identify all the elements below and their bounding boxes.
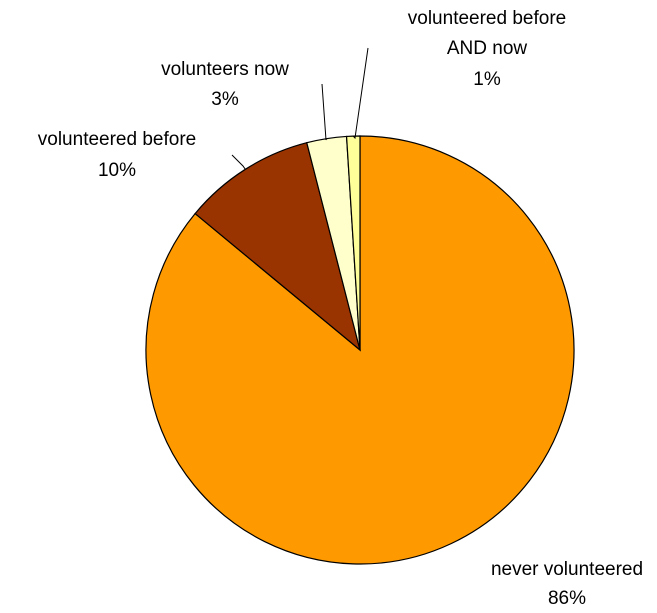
pct-volunteers-now: 3%: [211, 89, 239, 110]
pct-volunteered-before: 10%: [98, 160, 136, 181]
pct-never-volunteered: 86%: [548, 588, 586, 609]
label-never-volunteered: never volunteered: [491, 559, 643, 580]
pie-slice-volunteered-before-and-now: [345, 135, 361, 351]
label-volunteers-now: volunteers now: [161, 59, 289, 80]
pie-slices: [145, 135, 575, 565]
leader-line-volunteers-now: [321, 83, 327, 141]
pct-volunteered-before-and-now: 1%: [473, 69, 501, 90]
label-volunteered-before-and-now-line1: volunteered before: [408, 8, 566, 29]
leader-lines: [231, 47, 369, 170]
pie-slice-volunteered-before: [194, 141, 362, 352]
label-volunteered-before: volunteered before: [38, 129, 196, 150]
leader-line-volunteered-before: [231, 154, 246, 170]
leader-line-volunteered-before-and-now: [352, 47, 369, 140]
label-volunteered-before-and-now-line2: AND now: [447, 38, 528, 59]
